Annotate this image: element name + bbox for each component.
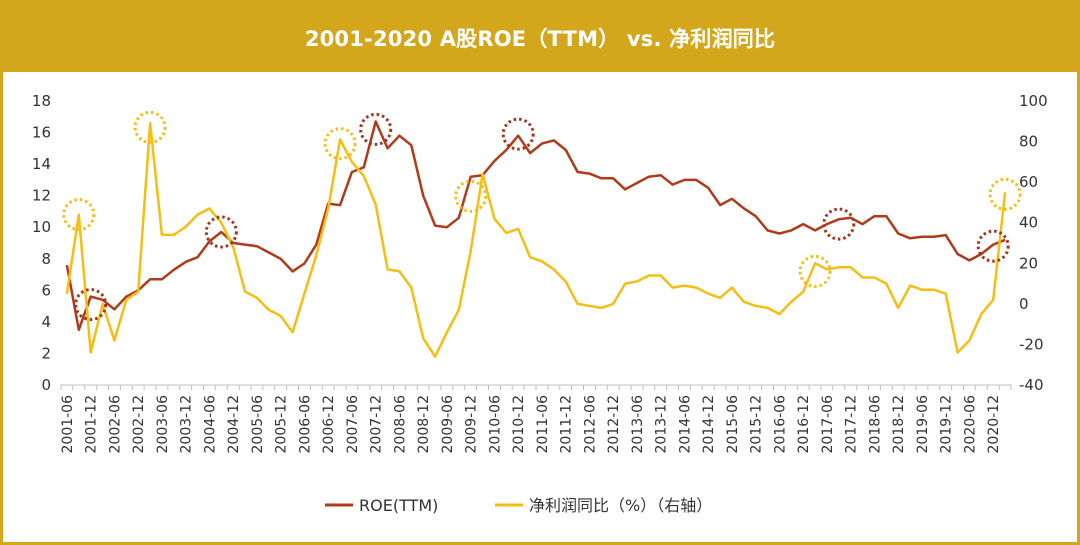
highlight-circle [976,229,1010,263]
highlight-circle [822,207,856,241]
highlight-circle [988,177,1022,211]
highlight-circle [74,288,108,322]
x-tick-label: 2017-12 [844,395,860,454]
x-tick-label: 2010-12 [511,395,527,454]
y-left-tick-label: 6 [41,281,51,299]
y-right-tick-label: 20 [1019,254,1038,272]
x-tick-label: 2004-12 [226,395,242,454]
x-tick-label: 2015-06 [725,395,741,454]
y-right-tick-label: 0 [1019,295,1029,313]
x-tick-label: 2002-06 [107,395,123,454]
highlight-circle [454,179,488,213]
x-tick-label: 2016-12 [796,395,812,454]
legend-roe-label: ROE(TTM) [359,496,438,515]
net-profit-yoy-series-line [65,122,1007,358]
y-left-tick-label: 0 [41,376,51,394]
highlight-circle [204,215,238,249]
x-tick-label: 2011-12 [559,395,575,454]
line-chart: 0 2 4 6 8 10 12 14 16 18 -40 -20 0 20 40 60 80 100 2001-06… [32,92,1048,515]
y-left-tick-label: 4 [41,313,51,331]
y-left-tick-label: 18 [32,92,51,110]
chart-title: 2001-2020 A股ROE（TTM） vs. 净利润同比 [304,26,776,51]
x-tick-label: 2002-12 [131,395,147,454]
highlight-circle [359,112,393,146]
y-left-tick-label: 8 [41,250,51,268]
x-tick-label: 2011-06 [535,395,551,454]
x-tick-label: 2001-06 [60,395,76,454]
x-tick-label: 2017-06 [820,395,836,454]
y-right-tick-label: 40 [1019,214,1038,232]
highlight-circle [323,127,357,161]
y-left-tick-label: 10 [32,218,51,236]
x-tick-label: 2013-06 [630,395,646,454]
y-left-tick-label: 14 [32,155,51,173]
x-tick-label: 2004-06 [202,395,218,454]
x-tick-label: 2009-06 [440,395,456,454]
x-tick-label: 2007-06 [345,395,361,454]
y-right-tick-label: 60 [1019,173,1038,191]
x-tick-label: 2008-12 [416,395,432,454]
y-right-tick-label: 80 [1019,133,1038,151]
x-tick-label: 2006-12 [321,395,337,454]
title-bar: 2001-2020 A股ROE（TTM） vs. 净利润同比 [3,3,1077,72]
x-tick-label: 2008-06 [392,395,408,454]
highlight-circle [501,117,535,151]
x-tick-label: 2012-12 [606,395,622,454]
highlight-circle [133,110,167,144]
x-tick-label: 2007-12 [369,395,385,454]
x-tick-label: 2015-12 [749,395,765,454]
y-right-tick-label: 100 [1019,92,1048,110]
y-left-tick-label: 16 [32,124,51,142]
y-left-tick-label: 2 [41,344,51,362]
x-tick-label: 2018-12 [891,395,907,454]
y-right-tick-label: -40 [1019,376,1044,394]
x-tick-label: 2019-12 [939,395,955,454]
legend-net-profit-label: 净利润同比（%）（右轴） [529,496,712,515]
x-tick-label: 2001-12 [84,395,100,454]
x-tick-label: 2013-12 [654,395,670,454]
x-tick-label: 2003-12 [179,395,195,454]
x-tick-label: 2009-12 [464,395,480,454]
x-tick-label: 2020-06 [962,395,978,454]
x-tick-label: 2020-12 [986,395,1002,454]
x-tick-label: 2003-06 [155,395,171,454]
x-tick-label: 2016-06 [772,395,788,454]
x-tick-label: 2006-06 [297,395,313,454]
roe-series-line [65,120,1006,332]
x-tick-label: 2012-06 [582,395,598,454]
x-tick-label: 2014-06 [677,395,693,454]
x-tick-label: 2010-06 [487,395,503,454]
y-left-tick-label: 12 [32,187,51,205]
highlight-circle [62,198,96,232]
highlight-circle [798,254,832,288]
y-right-tick-label: -20 [1019,335,1044,353]
x-tick-label: 2005-12 [274,395,290,454]
x-tick-label: 2019-06 [915,395,931,454]
x-tick-label: 2014-12 [701,395,717,454]
x-tick-label: 2005-06 [250,395,266,454]
x-tick-label: 2018-06 [867,395,883,454]
